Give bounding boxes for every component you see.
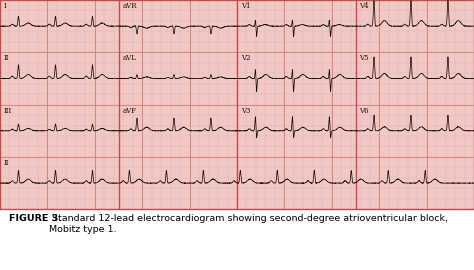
Text: V5: V5 bbox=[359, 55, 369, 62]
Text: V6: V6 bbox=[359, 107, 369, 115]
Text: V2: V2 bbox=[241, 55, 250, 62]
Text: III: III bbox=[4, 107, 12, 115]
Text: II: II bbox=[4, 159, 9, 167]
Text: FIGURE 3.: FIGURE 3. bbox=[9, 214, 62, 223]
Text: II: II bbox=[4, 55, 9, 62]
Text: V3: V3 bbox=[241, 107, 250, 115]
Text: Standard 12-lead electrocardiogram showing second-degree atrioventricular block,: Standard 12-lead electrocardiogram showi… bbox=[49, 214, 448, 234]
Text: aVR: aVR bbox=[122, 2, 137, 10]
Text: aVL: aVL bbox=[122, 55, 136, 62]
Text: aVF: aVF bbox=[122, 107, 137, 115]
Text: V1: V1 bbox=[241, 2, 250, 10]
Text: I: I bbox=[4, 2, 7, 10]
Text: V4: V4 bbox=[359, 2, 369, 10]
